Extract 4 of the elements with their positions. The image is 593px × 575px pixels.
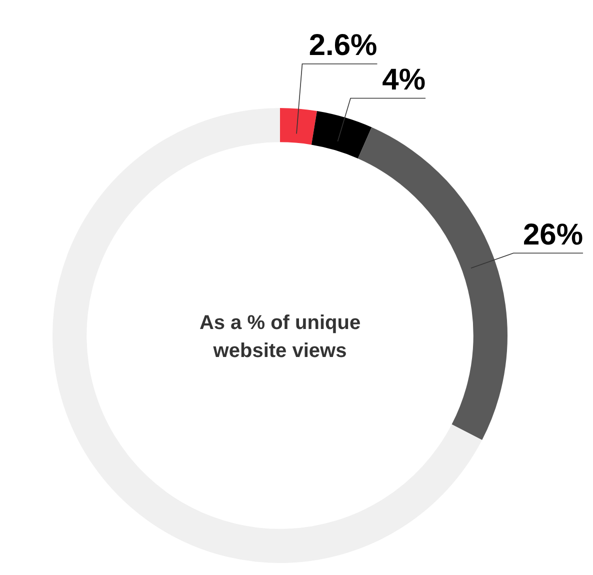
data-label: 4% [382, 64, 426, 97]
data-label: 26% [522, 218, 583, 252]
text: As a % of unique website views [198, 311, 362, 364]
data-label: 2.6% [308, 29, 378, 62]
